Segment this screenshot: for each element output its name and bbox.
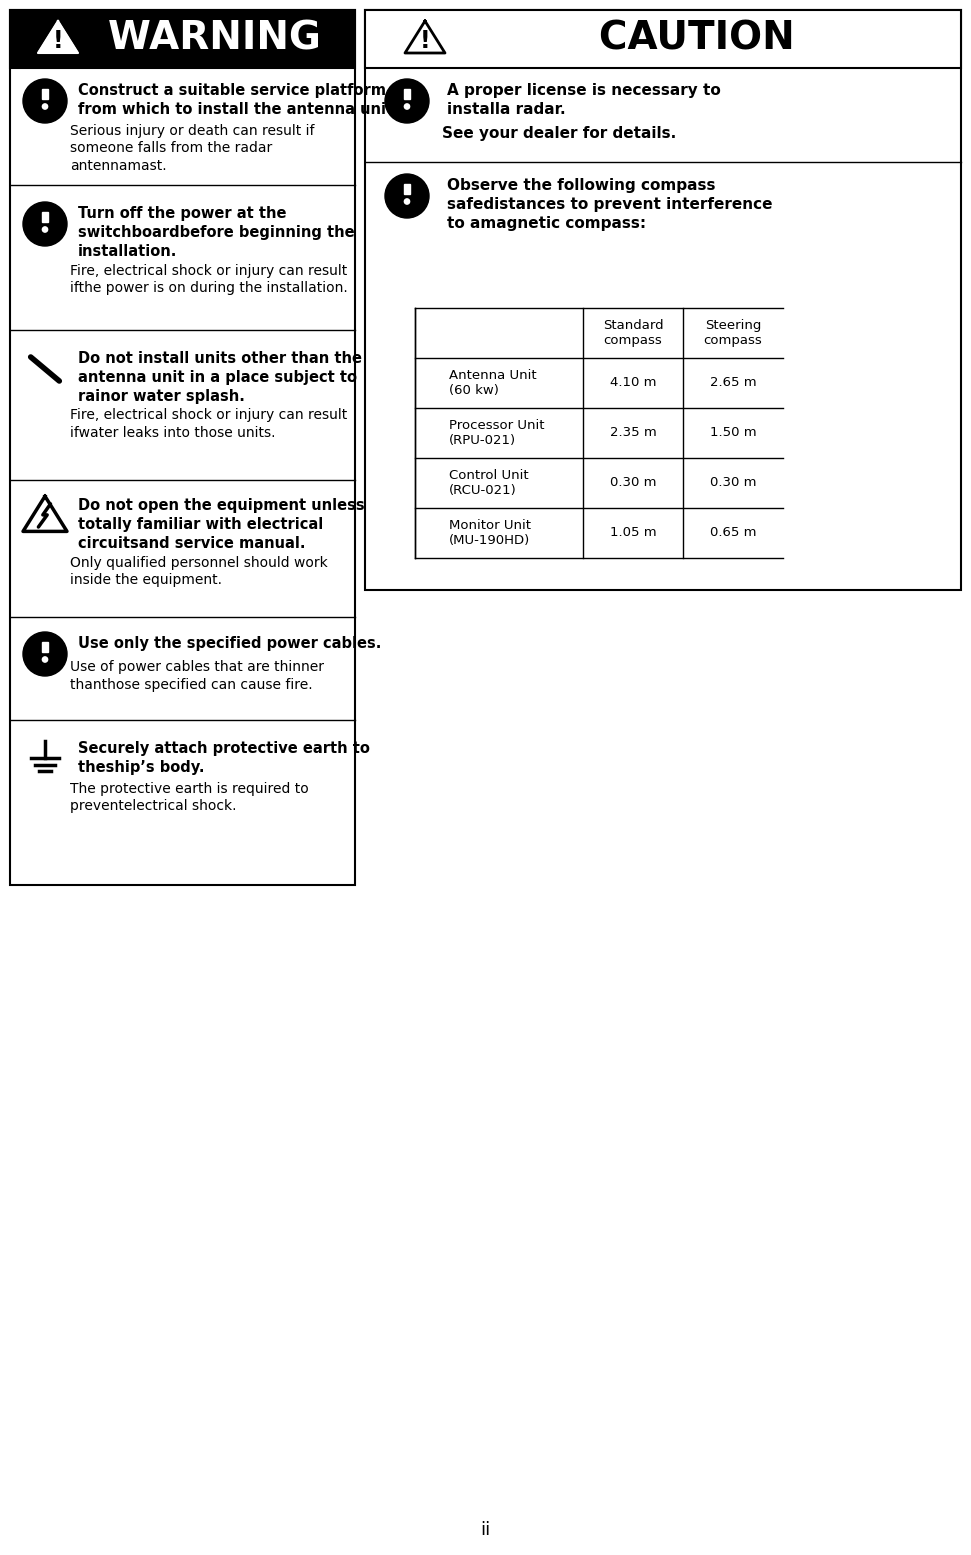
FancyBboxPatch shape (10, 9, 355, 68)
Text: WARNING: WARNING (81, 20, 320, 58)
Text: The protective earth is required to
preventelectrical shock.: The protective earth is required to prev… (70, 782, 309, 813)
Circle shape (404, 199, 410, 204)
Text: Steering
compass: Steering compass (704, 319, 762, 347)
Circle shape (385, 174, 429, 218)
Text: 4.10 m: 4.10 m (610, 376, 656, 389)
Polygon shape (38, 22, 78, 53)
FancyBboxPatch shape (10, 9, 355, 885)
Circle shape (43, 227, 48, 232)
Text: Do not install units other than the
antenna unit in a place subject to
rainor wa: Do not install units other than the ante… (78, 351, 362, 404)
Text: Use only the specified power cables.: Use only the specified power cables. (78, 636, 382, 652)
Bar (43, 89, 48, 100)
Text: Securely attach protective earth to
theship’s body.: Securely attach protective earth to thes… (78, 742, 370, 776)
Text: ii: ii (481, 1521, 490, 1539)
Bar (404, 183, 410, 194)
Text: CAUTION: CAUTION (572, 20, 794, 58)
Circle shape (23, 631, 67, 676)
Text: 1.05 m: 1.05 m (610, 527, 656, 540)
Text: Construct a suitable service platform
from which to install the antenna unit.: Construct a suitable service platform fr… (78, 82, 399, 117)
Bar (404, 89, 410, 100)
Text: See your dealer for details.: See your dealer for details. (442, 126, 676, 142)
Text: Antenna Unit
(60 kw): Antenna Unit (60 kw) (449, 369, 536, 397)
Bar (43, 211, 48, 222)
Text: 1.50 m: 1.50 m (710, 426, 756, 440)
Text: Turn off the power at the
switchboardbefore beginning the
installation.: Turn off the power at the switchboardbef… (78, 205, 354, 260)
Bar (43, 642, 48, 652)
Circle shape (23, 79, 67, 123)
Text: Processor Unit
(RPU-021): Processor Unit (RPU-021) (449, 418, 544, 446)
Text: !: ! (52, 30, 63, 53)
Circle shape (43, 656, 48, 662)
Circle shape (404, 104, 410, 109)
Text: 0.30 m: 0.30 m (610, 476, 656, 490)
Circle shape (23, 347, 67, 390)
FancyBboxPatch shape (365, 9, 961, 68)
Text: Fire, electrical shock or injury can result
ifwater leaks into those units.: Fire, electrical shock or injury can res… (70, 409, 348, 440)
Text: Use of power cables that are thinner
thanthose specified can cause fire.: Use of power cables that are thinner tha… (70, 661, 324, 692)
Text: Do not open the equipment unless
totally familiar with electrical
circuitsand se: Do not open the equipment unless totally… (78, 498, 365, 552)
Text: Observe the following compass
safedistances to prevent interference
to amagnetic: Observe the following compass safedistan… (447, 177, 773, 232)
Circle shape (385, 79, 429, 123)
Circle shape (23, 202, 67, 246)
Text: !: ! (419, 30, 430, 53)
Text: Control Unit
(RCU-021): Control Unit (RCU-021) (449, 470, 528, 498)
Circle shape (28, 740, 62, 774)
Text: Serious injury or death can result if
someone falls from the radar
antennamast.: Serious injury or death can result if so… (70, 124, 315, 173)
Circle shape (43, 104, 48, 109)
Text: Standard
compass: Standard compass (603, 319, 663, 347)
Text: A proper license is necessary to
installa radar.: A proper license is necessary to install… (447, 82, 720, 117)
Text: Monitor Unit
(MU-190HD): Monitor Unit (MU-190HD) (449, 519, 530, 547)
FancyBboxPatch shape (365, 9, 961, 589)
Text: 0.65 m: 0.65 m (710, 527, 756, 540)
Polygon shape (23, 496, 67, 532)
Text: Only qualified personnel should work
inside the equipment.: Only qualified personnel should work ins… (70, 555, 328, 586)
Text: 2.35 m: 2.35 m (610, 426, 656, 440)
Polygon shape (405, 22, 445, 53)
Text: 2.65 m: 2.65 m (710, 376, 756, 389)
Text: 0.30 m: 0.30 m (710, 476, 756, 490)
Text: Fire, electrical shock or injury can result
ifthe power is on during the install: Fire, electrical shock or injury can res… (70, 263, 348, 295)
